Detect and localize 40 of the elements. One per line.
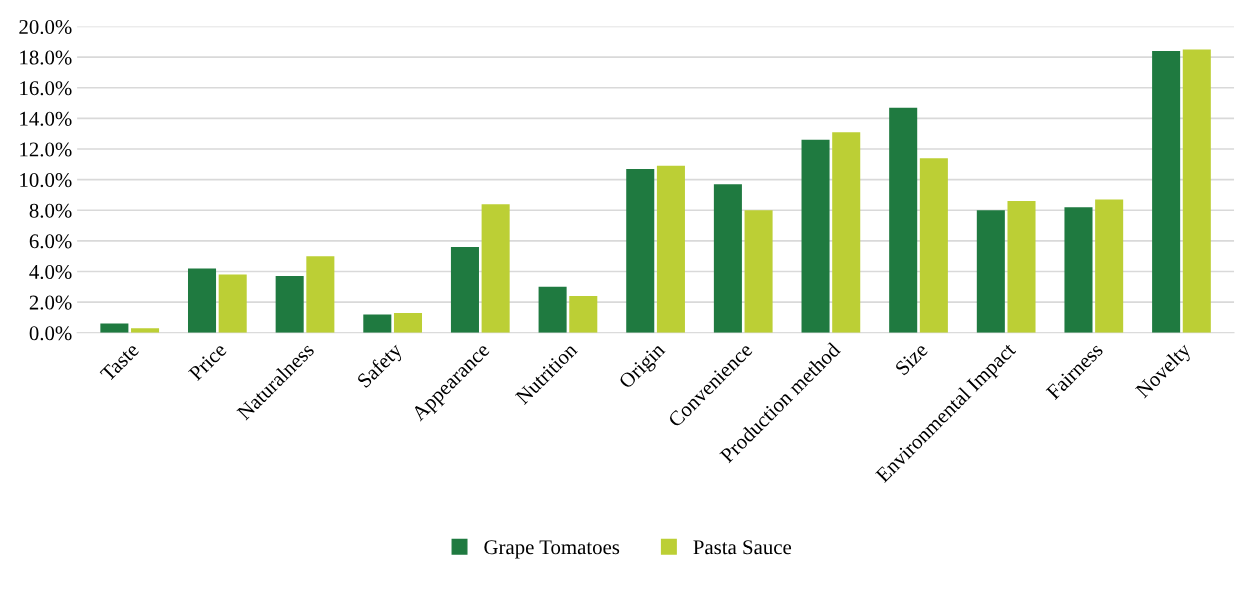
y-tick-label: 14.0%: [20, 111, 72, 126]
bar: [393, 312, 423, 333]
bar: [832, 132, 861, 333]
bar: [538, 286, 567, 333]
bar: [1152, 51, 1181, 333]
y-tick-label: 18.0%: [20, 50, 72, 65]
bar: [1064, 207, 1093, 333]
bar: [569, 296, 598, 333]
bar: [976, 210, 1005, 333]
bar: [275, 276, 304, 333]
x-tick-label: Price: [187, 342, 228, 382]
bar: [713, 184, 742, 333]
bar: [1095, 199, 1124, 333]
y-tick-label: 2.0%: [29, 295, 72, 310]
y-tick-label: 0.0%: [29, 326, 72, 341]
bar: [919, 158, 948, 333]
bar: [744, 210, 773, 333]
y-tick-label: 20.0%: [19, 19, 72, 35]
y-tick-label: 4.0%: [29, 264, 72, 280]
bar: [626, 168, 655, 333]
bar: [1007, 201, 1036, 333]
y-tick-label: 12.0%: [20, 142, 72, 157]
bar: [188, 268, 217, 333]
x-tick-label: Taste: [99, 342, 140, 383]
bar: [218, 274, 247, 333]
bar: [306, 256, 335, 333]
bar: [1182, 49, 1211, 333]
legend-label: Grape Tomatoes: [484, 540, 620, 559]
y-tick-label: 8.0%: [29, 203, 72, 218]
x-tick-label: Size: [894, 342, 929, 376]
bar: [363, 314, 392, 333]
bar: [656, 165, 685, 333]
legend-label: Pasta Sauce: [693, 540, 792, 555]
bar: [889, 107, 918, 333]
y-tick-label: 6.0%: [29, 234, 72, 249]
y-tick-label: 16.0%: [20, 81, 72, 96]
bar: [801, 139, 830, 333]
bar: [450, 247, 479, 333]
bar: [481, 204, 510, 333]
y-tick-label: 10.0%: [20, 173, 72, 188]
